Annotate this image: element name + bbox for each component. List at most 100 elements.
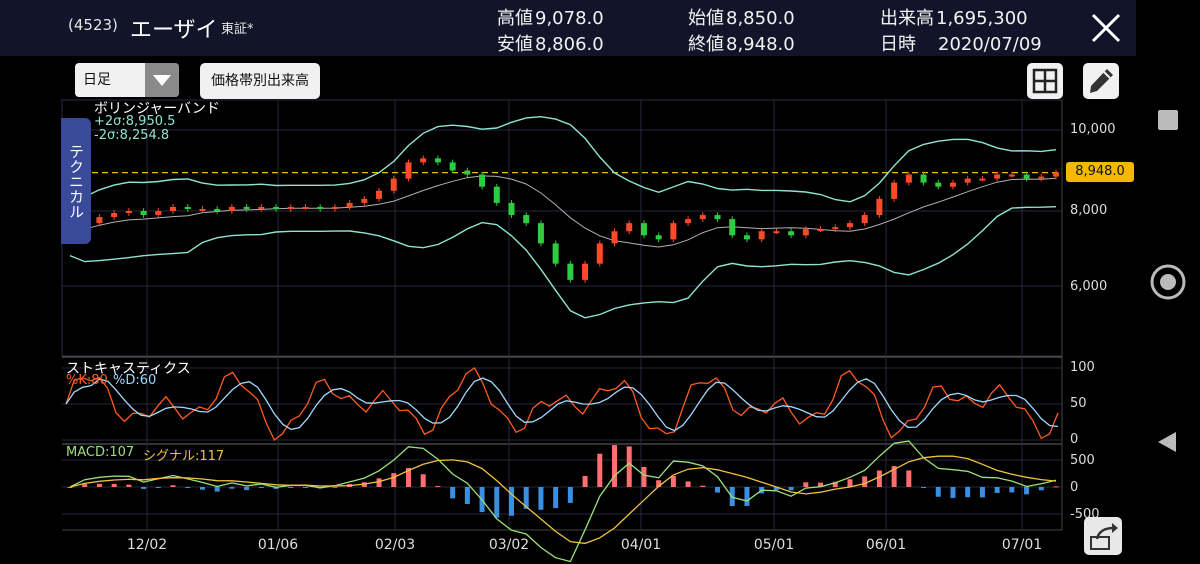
- candle: [523, 215, 530, 224]
- macd-histogram-bar: [464, 487, 470, 505]
- date-axis-label: 07/01: [1001, 537, 1043, 553]
- stat-close: 終値 8,948.0: [688, 30, 795, 56]
- stat-date-value: 2020/07/09: [938, 34, 1042, 55]
- stoch-axis-label: 100: [1070, 360, 1095, 375]
- macd-histogram-bar: [420, 474, 426, 487]
- stat-high-label: 高値: [497, 8, 533, 29]
- candle: [846, 223, 853, 228]
- macd-histogram-bar: [553, 487, 559, 509]
- technical-tab[interactable]: テクニカル: [61, 118, 91, 244]
- macd-histogram-bar: [597, 453, 603, 487]
- bollinger-upper-line: [69, 115, 1057, 216]
- macd-histogram-bar: [332, 486, 338, 488]
- macd-histogram-bar: [229, 487, 235, 489]
- system-nav-bar: [1136, 0, 1200, 564]
- macd-histogram-bar: [832, 481, 838, 487]
- macd-histogram-bar: [803, 482, 809, 487]
- macd-series: [67, 440, 1059, 563]
- macd-histogram-bar: [1053, 486, 1059, 488]
- price-axis-label: 10,000: [1070, 122, 1116, 137]
- bollinger-title: ボリンジャーバンド: [94, 101, 220, 117]
- macd-histogram-bar: [965, 487, 971, 498]
- candle: [376, 190, 383, 199]
- candle: [802, 229, 809, 236]
- layout-grid-button[interactable]: [1027, 63, 1063, 99]
- stat-close-label: 終値: [688, 34, 724, 55]
- candle: [979, 178, 986, 181]
- macd-label: MACD:107: [66, 445, 135, 460]
- candle: [1053, 172, 1059, 177]
- macd-histogram-bar: [391, 473, 397, 487]
- candle: [508, 202, 515, 216]
- stat-high: 高値 9,078.0: [497, 4, 604, 30]
- candle: [258, 206, 265, 209]
- macd-histogram-bar: [435, 485, 441, 487]
- current-price-tag: 8,948.0: [1066, 162, 1134, 182]
- macd-histogram-bar: [656, 480, 662, 487]
- stock-name: エーザイ: [130, 18, 218, 43]
- stat-open-value: 8,850.0: [726, 8, 795, 29]
- share-button[interactable]: [1084, 517, 1122, 555]
- chart-grid: [61, 99, 1063, 531]
- chevron-down-icon: [145, 63, 179, 97]
- draw-button[interactable]: [1083, 63, 1119, 99]
- candle: [449, 162, 456, 171]
- candle: [287, 206, 294, 209]
- date-axis-label: 01/06: [257, 537, 299, 553]
- period-select[interactable]: 日足: [75, 63, 179, 97]
- candle: [390, 178, 397, 191]
- candle: [582, 263, 589, 280]
- macd-histogram-bar: [170, 485, 176, 487]
- stat-high-value: 9,078.0: [535, 8, 604, 29]
- candle: [155, 211, 162, 216]
- candle: [346, 202, 353, 207]
- macd-histogram-bar: [891, 466, 897, 487]
- candle: [184, 206, 191, 209]
- stat-volume-label: 出来高: [880, 8, 934, 29]
- macd-histogram-bar: [773, 487, 779, 491]
- candle: [758, 231, 765, 240]
- close-button[interactable]: [1084, 6, 1128, 50]
- candle: [228, 206, 235, 211]
- candle: [655, 235, 662, 240]
- price-axis-label: 6,000: [1070, 279, 1108, 294]
- price-axis-label: 8,000: [1070, 203, 1108, 218]
- macd-histogram-bar: [244, 487, 250, 491]
- macd-histogram-bar: [141, 487, 147, 489]
- candle: [331, 206, 338, 209]
- home-circle-icon: [1150, 264, 1186, 300]
- macd-histogram-bar: [670, 475, 676, 487]
- candle: [1023, 174, 1030, 179]
- macd-histogram-bar: [258, 487, 264, 488]
- macd-histogram-bar: [715, 487, 721, 493]
- back-button[interactable]: [1148, 422, 1188, 462]
- candle: [273, 206, 280, 209]
- candle: [302, 206, 309, 209]
- candle: [935, 182, 942, 187]
- macd-histogram-bar: [935, 487, 941, 497]
- candle: [1008, 174, 1015, 177]
- macd-histogram-bar: [788, 487, 794, 491]
- macd-histogram-bar: [111, 483, 117, 487]
- macd-histogram-bar: [906, 470, 912, 487]
- volume-by-price-button[interactable]: 価格帯別出来高: [200, 63, 320, 99]
- macd-axis-label: 0: [1070, 480, 1079, 495]
- macd-histogram-bar: [82, 484, 88, 487]
- chart-canvas[interactable]: [0, 0, 1136, 564]
- candle: [96, 217, 103, 224]
- candle: [567, 263, 574, 280]
- candle: [170, 206, 177, 211]
- stat-volume: 出来高 1,695,300: [880, 4, 1028, 30]
- macd-histogram-bar: [67, 487, 73, 488]
- recent-apps-button[interactable]: [1148, 100, 1188, 140]
- home-button[interactable]: [1148, 262, 1188, 302]
- macd-histogram-bar: [273, 487, 279, 489]
- macd-histogram-bar: [1009, 487, 1015, 493]
- macd-histogram-bar: [185, 487, 191, 488]
- bollinger-bands: [69, 115, 1057, 319]
- macd-histogram-bar: [126, 484, 132, 487]
- macd-histogram-bar: [538, 487, 544, 510]
- macd-histogram-bar: [288, 487, 294, 488]
- candle: [626, 223, 633, 232]
- candle: [464, 170, 471, 175]
